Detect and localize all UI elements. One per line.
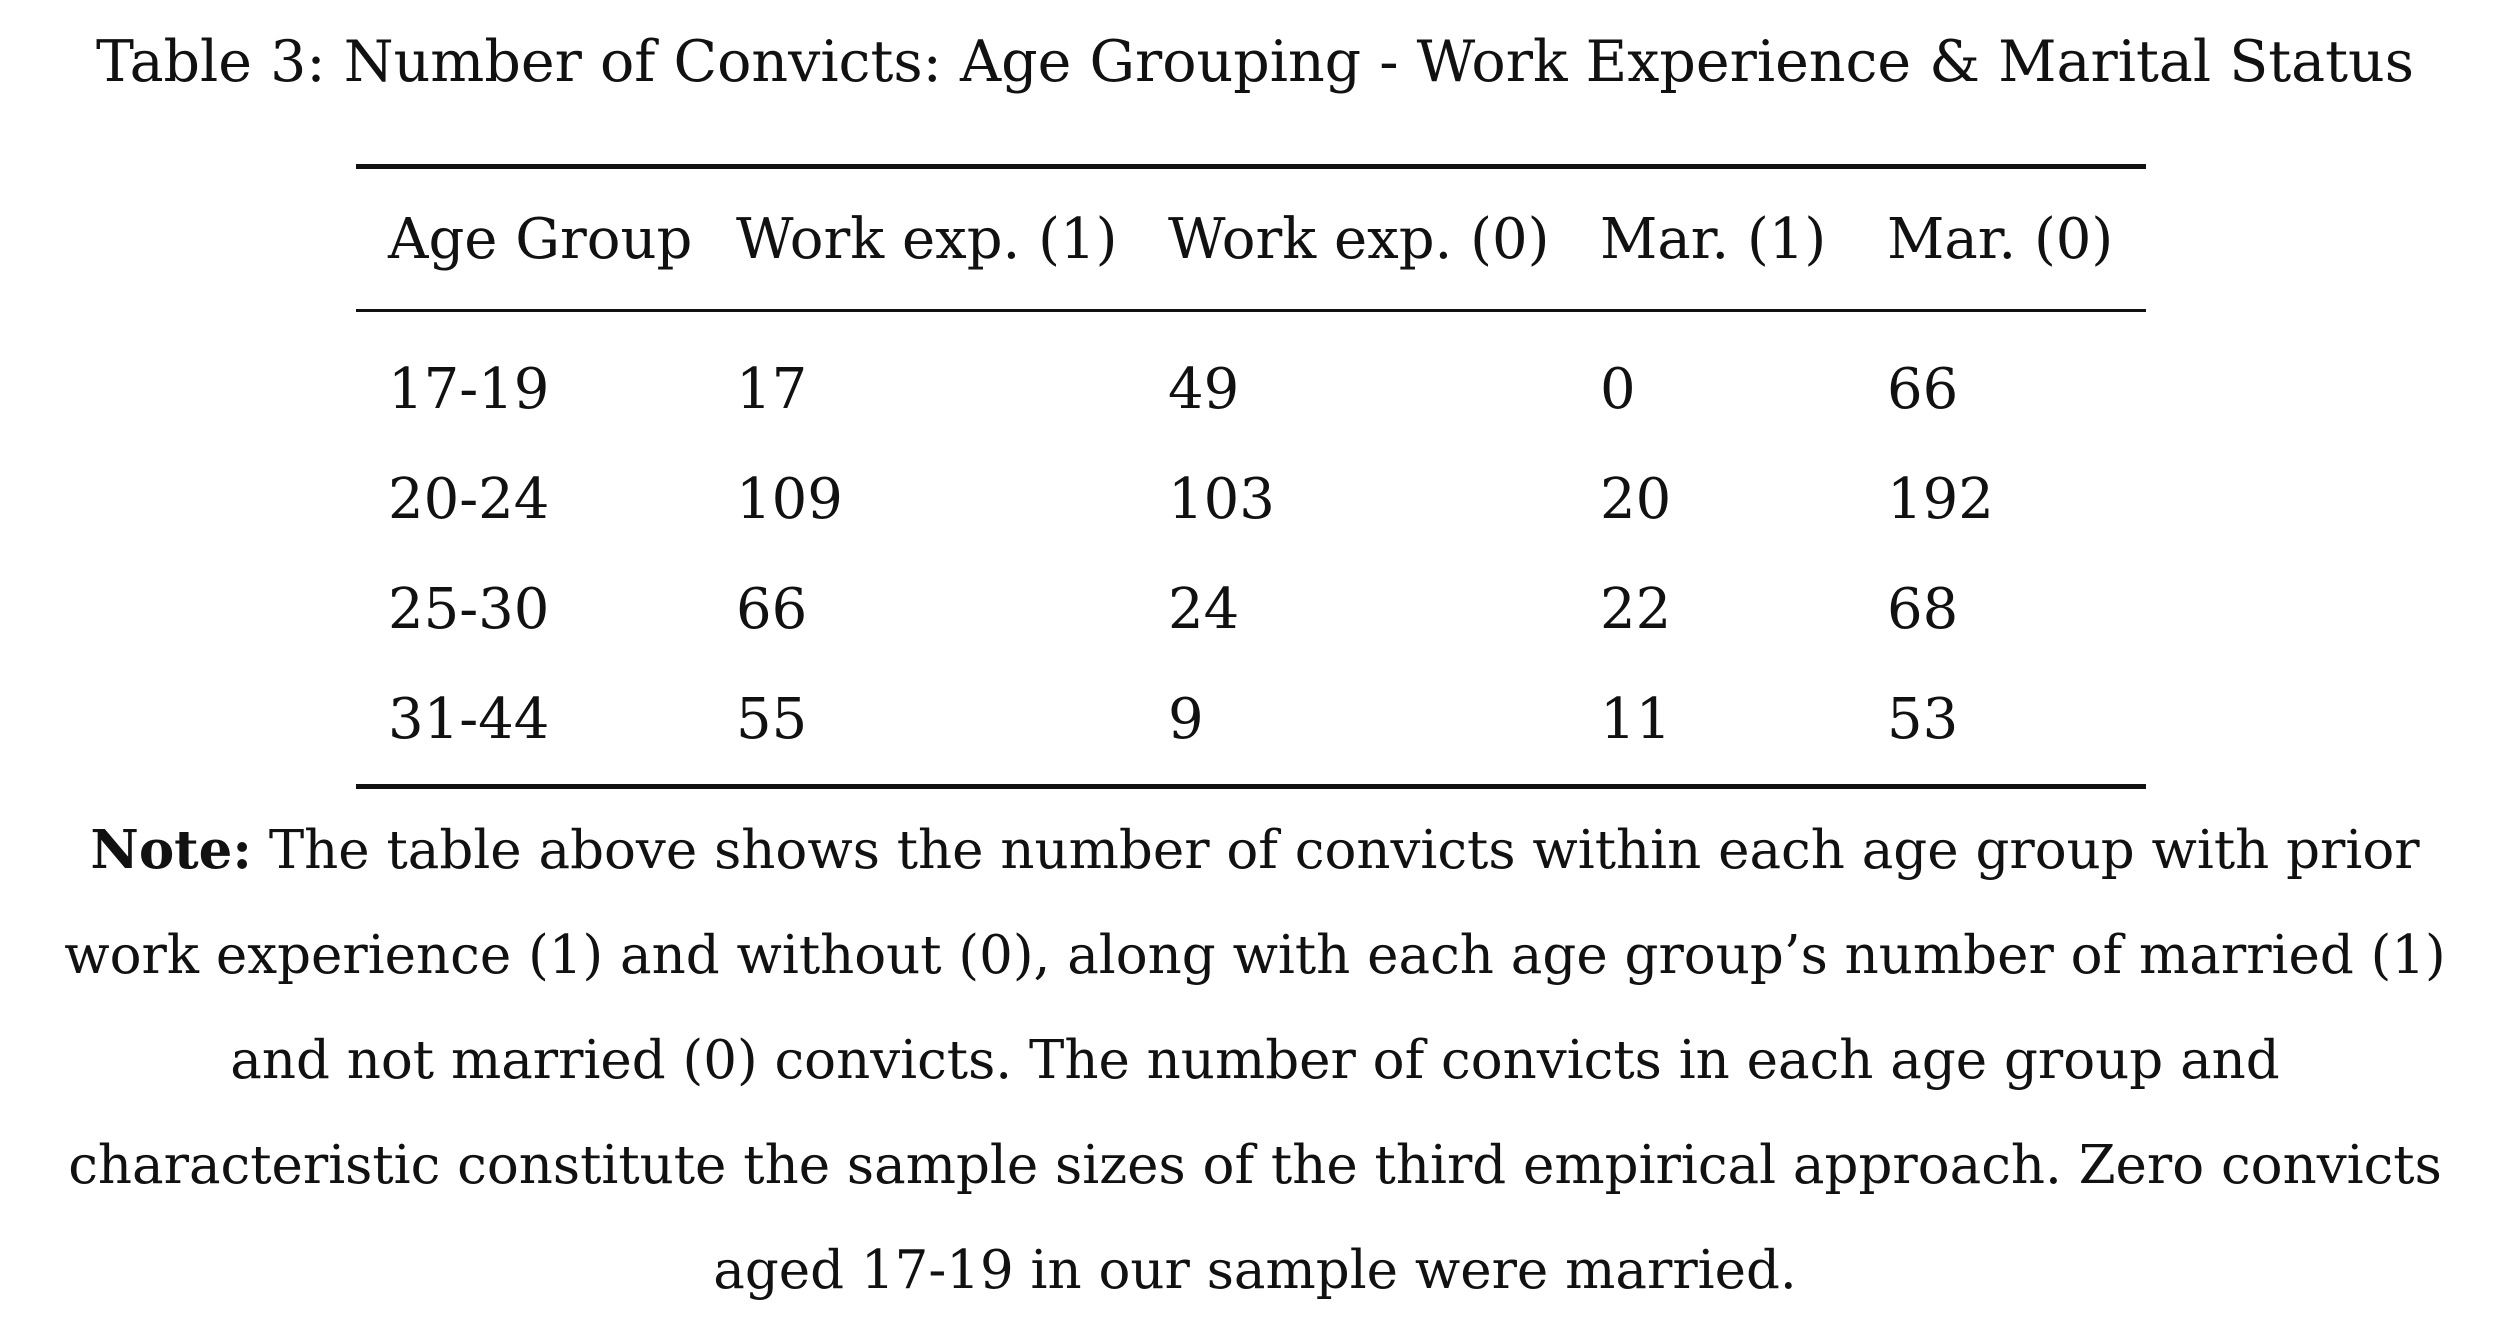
- table-row: 31-44 55 9 11 53: [356, 664, 2146, 787]
- cell-work-exp-0: 24: [1168, 576, 1240, 642]
- header-married-0: Mar. (0): [1887, 206, 2114, 272]
- table-header: Age Group Work exp. (1) Work exp. (0) Ma…: [356, 166, 2146, 311]
- header-married-1: Mar. (1): [1600, 206, 1827, 272]
- header-work-exp-0: Work exp. (0): [1168, 206, 1550, 272]
- cell-married-0: 68: [1887, 576, 1959, 642]
- table-row: 17-19 17 49 0 66: [356, 311, 2146, 445]
- cell-age-group: 20-24: [388, 466, 550, 532]
- cell-age-group: 17-19: [388, 356, 550, 422]
- cell-age-group: 31-44: [388, 686, 550, 752]
- table-row: 20-24 109 103 20 192: [356, 444, 2146, 554]
- cell-married-1: 20: [1600, 466, 1672, 532]
- table-caption: Table 3: Number of Convicts: Age Groupin…: [95, 29, 2415, 95]
- cell-married-0: 53: [1887, 686, 1959, 752]
- cell-work-exp-0: 9: [1168, 686, 1204, 752]
- table-row: 25-30 66 24 22 68: [356, 554, 2146, 664]
- table-note: Note: The table above shows the number o…: [40, 798, 2470, 1323]
- cell-work-exp-1: 109: [736, 466, 843, 532]
- cell-age-group: 25-30: [388, 576, 550, 642]
- cell-married-0: 192: [1887, 466, 1994, 532]
- cell-work-exp-1: 55: [736, 686, 808, 752]
- header-age-group: Age Group: [388, 206, 693, 272]
- table-body: 17-19 17 49 0 66 20-24 109 103 20 192 25…: [356, 311, 2146, 787]
- header-work-exp-1: Work exp. (1): [736, 206, 1118, 272]
- cell-married-1: 22: [1600, 576, 1672, 642]
- cell-married-1: 11: [1600, 686, 1672, 752]
- cell-work-exp-0: 103: [1168, 466, 1275, 532]
- cell-work-exp-0: 49: [1168, 356, 1240, 422]
- note-label: Note:: [90, 819, 252, 881]
- data-table-container: Age Group Work exp. (1) Work exp. (0) Ma…: [356, 164, 2146, 789]
- cell-married-0: 66: [1887, 356, 1959, 422]
- header-row: Age Group Work exp. (1) Work exp. (0) Ma…: [356, 166, 2146, 311]
- cell-work-exp-1: 17: [736, 356, 808, 422]
- note-text: The table above shows the number of conv…: [64, 820, 2446, 1301]
- cell-married-1: 0: [1600, 356, 1636, 422]
- cell-work-exp-1: 66: [736, 576, 808, 642]
- convicts-table: Age Group Work exp. (1) Work exp. (0) Ma…: [356, 164, 2146, 789]
